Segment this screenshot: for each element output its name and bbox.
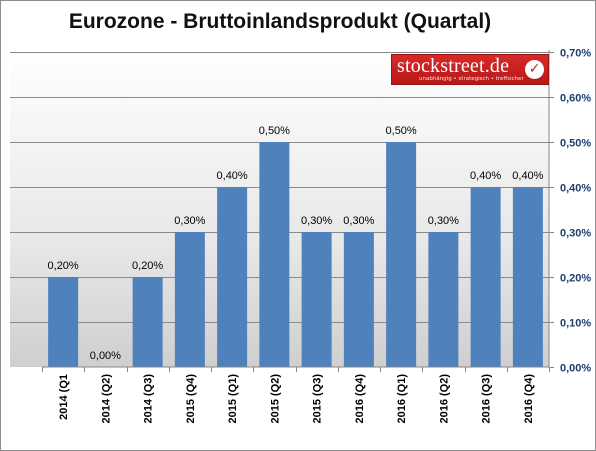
data-label: 0,30% xyxy=(174,215,205,227)
x-tick-label: 2016 (Q1) xyxy=(396,374,408,424)
bar xyxy=(470,187,501,367)
x-axis-ticks: 2014 (Q1 2014 (Q2) 2014 (Q3) 2015 (Q4) 2015 … xyxy=(42,367,550,424)
bar xyxy=(217,187,248,367)
y-tick-label: 0,50% xyxy=(560,138,591,150)
logo-tagline: unabhängig • strategisch • treffsicher xyxy=(419,76,524,82)
data-label: 0,20% xyxy=(48,260,79,272)
y-tick-label: 0,10% xyxy=(560,318,591,330)
x-tick-label: 2016 (Q3) xyxy=(481,374,493,424)
chart-title: Eurozone - Bruttoinlandsprodukt (Quartal… xyxy=(68,10,492,33)
data-label: 0,30% xyxy=(428,215,459,227)
x-tick-label: 2014 (Q1 xyxy=(58,374,70,420)
bar xyxy=(301,232,332,367)
x-tick-label: 2014 (Q2) xyxy=(100,374,112,424)
checkmark-icon: ✓ xyxy=(525,60,544,79)
data-label: 0,50% xyxy=(386,125,417,137)
data-label: 0,30% xyxy=(343,215,374,227)
data-label: 0,20% xyxy=(132,260,163,272)
data-labels: 0,20% 0,00% 0,20% 0,30% 0,40% 0,50% 0,30% 0,30%… xyxy=(48,125,544,362)
bar xyxy=(174,232,205,367)
bar xyxy=(386,142,417,367)
data-label: 0,40% xyxy=(470,170,501,182)
y-tick-label: 0,20% xyxy=(560,273,591,285)
bar xyxy=(343,232,374,367)
y-tick-label: 0,70% xyxy=(560,48,591,60)
x-tick-label: 2015 (Q1) xyxy=(227,374,239,424)
x-tick-label: 2016 (Q4) xyxy=(354,374,366,424)
y-tick-label: 0,00% xyxy=(560,363,591,375)
y-tick-label: 0,30% xyxy=(560,228,591,240)
data-label: 0,50% xyxy=(259,125,290,137)
data-label: 0,40% xyxy=(217,170,248,182)
y-tick-label: 0,40% xyxy=(560,183,591,195)
x-tick-label: 2016 (Q4) xyxy=(523,374,535,424)
data-label: 0,30% xyxy=(301,215,332,227)
x-tick-label: 2016 (Q2) xyxy=(438,374,450,424)
x-tick-label: 2014 (Q3) xyxy=(143,374,155,424)
x-tick-label: 2015 (Q2) xyxy=(269,374,281,424)
data-label: 0,40% xyxy=(512,170,543,182)
y-tick-label: 0,60% xyxy=(560,93,591,105)
bar-series xyxy=(48,142,543,367)
x-tick-label: 2015 (Q4) xyxy=(185,374,197,424)
stockstreet-logo: stockstreet.de unabhängig • strategisch … xyxy=(391,54,549,85)
data-label: 0,00% xyxy=(90,350,121,362)
bar xyxy=(512,187,543,367)
y-axis-ticks: 0,00% 0,10% 0,20% 0,30% 0,40% 0,50% 0,60% 0,70% xyxy=(549,48,591,375)
bar xyxy=(259,142,290,367)
bar xyxy=(48,277,79,367)
bar xyxy=(132,277,163,367)
bar xyxy=(428,232,459,367)
logo-name: stockstreet.de xyxy=(397,55,510,77)
x-tick-label: 2015 (Q3) xyxy=(312,374,324,424)
